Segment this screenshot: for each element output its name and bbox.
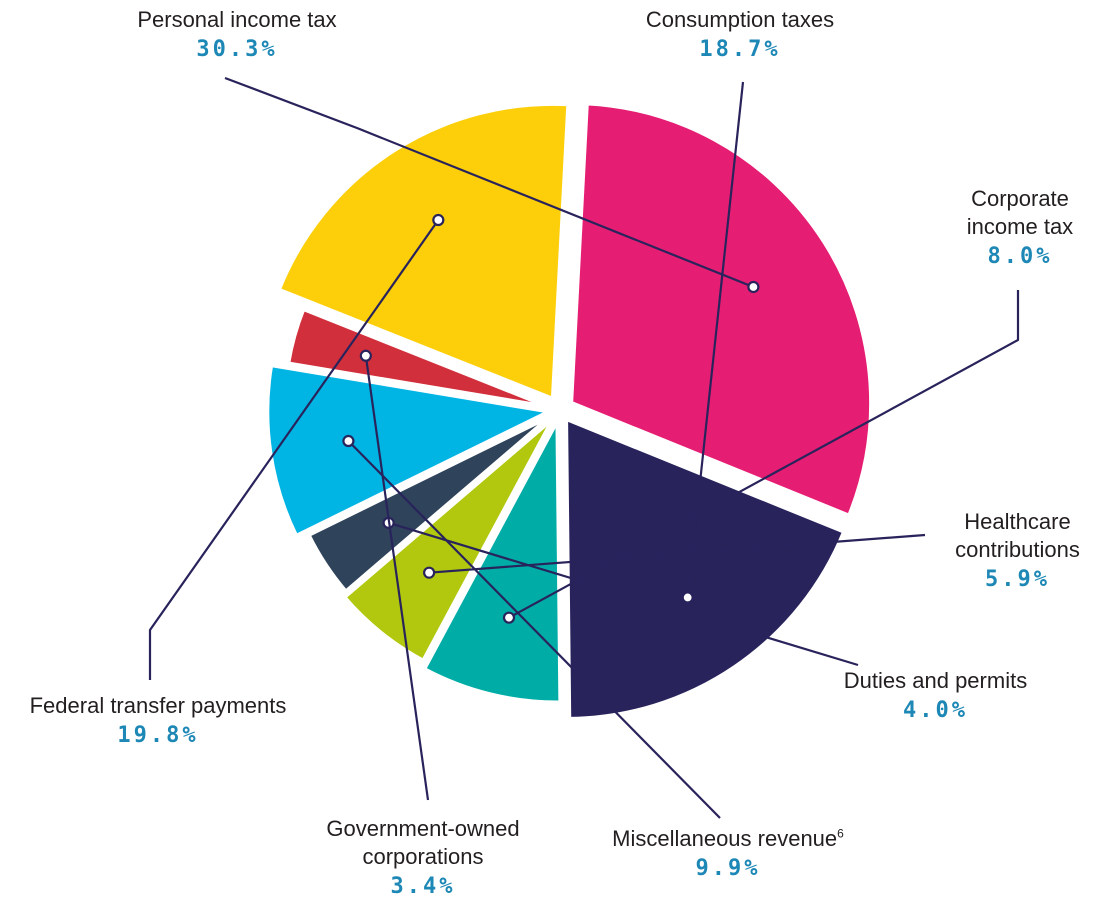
leader-line-5 <box>388 521 859 667</box>
slice-label-duties-and-permits: Duties and permits <box>843 668 1028 693</box>
leader-lines <box>148 76 1020 819</box>
label-corporate-income-tax: Corporate income tax 8.0% <box>930 185 1110 271</box>
slice-label-miscellaneous-revenue: Miscellaneous revenue6 <box>583 825 873 853</box>
slice-label-misc-text: Miscellaneous revenue <box>612 826 838 851</box>
slice-value-federal-transfer-payments: 19.8% <box>117 723 199 748</box>
slice-label-consumption-taxes: Consumption taxes <box>645 7 835 32</box>
leader-anchor-6 <box>342 434 355 448</box>
leader-anchor-2 <box>681 591 694 604</box>
pie-slice-personal-income-tax <box>569 101 874 518</box>
pie-slice-consumption-taxes <box>564 416 847 721</box>
pie-slices <box>265 101 874 721</box>
pie-slice-healthcare-contributions <box>342 416 556 663</box>
slice-value-corporate-income-tax: 8.0% <box>987 244 1053 269</box>
leader-line-1 <box>224 76 754 289</box>
slice-label-govt-line1: Government-owned <box>326 816 520 841</box>
leader-line-4 <box>429 533 926 574</box>
pie-slice-corporate-income-tax <box>422 418 563 705</box>
slice-label-corporate-line1: Corporate <box>971 186 1069 211</box>
slice-value-miscellaneous-revenue: 9.9% <box>695 856 761 881</box>
slice-value-consumption-taxes: 18.7% <box>699 37 781 62</box>
label-personal-income-tax: Personal income tax 30.3% <box>92 6 382 64</box>
leader-line-3 <box>508 290 1020 619</box>
label-miscellaneous-revenue: Miscellaneous revenue6 9.9% <box>583 825 873 883</box>
slice-label-federal-transfer-payments: Federal transfer payments <box>29 693 287 718</box>
label-duties-and-permits: Duties and permits 4.0% <box>818 667 1053 725</box>
label-consumption-taxes: Consumption taxes 18.7% <box>595 6 885 64</box>
pie-slice-duties-and-permits <box>306 413 553 594</box>
slice-value-duties-and-permits: 4.0% <box>903 698 968 723</box>
slice-label-govt-line2: corporations <box>362 844 484 869</box>
label-government-owned-corporations: Government-owned corporations 3.4% <box>288 815 558 901</box>
leader-line-2 <box>686 81 745 598</box>
slice-value-healthcare-contributions: 5.9% <box>985 567 1050 592</box>
slice-value-government-owned-corporations: 3.4% <box>390 874 456 899</box>
leader-line-7 <box>364 355 430 801</box>
leader-anchor-8 <box>432 213 445 227</box>
slice-label-personal-income-tax: Personal income tax <box>137 7 337 32</box>
slice-label-corporate-line2: income tax <box>966 214 1074 239</box>
footnote-marker: 6 <box>837 826 844 841</box>
leader-anchor-1 <box>747 280 760 294</box>
leader-anchor-3 <box>502 611 516 624</box>
label-healthcare-contributions: Healthcare contributions 5.9% <box>925 508 1110 594</box>
slice-value-personal-income-tax: 30.3% <box>196 37 278 62</box>
label-federal-transfer-payments: Federal transfer payments 19.8% <box>8 692 308 750</box>
leader-line-6 <box>347 440 721 819</box>
leader-anchor-4 <box>423 566 436 579</box>
leader-anchor-7 <box>359 349 372 362</box>
slice-label-healthcare-line2: contributions <box>955 537 1080 562</box>
slice-label-healthcare-line1: Healthcare <box>964 509 1071 534</box>
pie-slice-miscellaneous-revenue <box>265 363 552 538</box>
pie-slice-government-owned-corporations <box>286 307 552 410</box>
pie-slice-federal-transfer-payments <box>276 101 571 401</box>
leader-line-8 <box>148 219 440 680</box>
